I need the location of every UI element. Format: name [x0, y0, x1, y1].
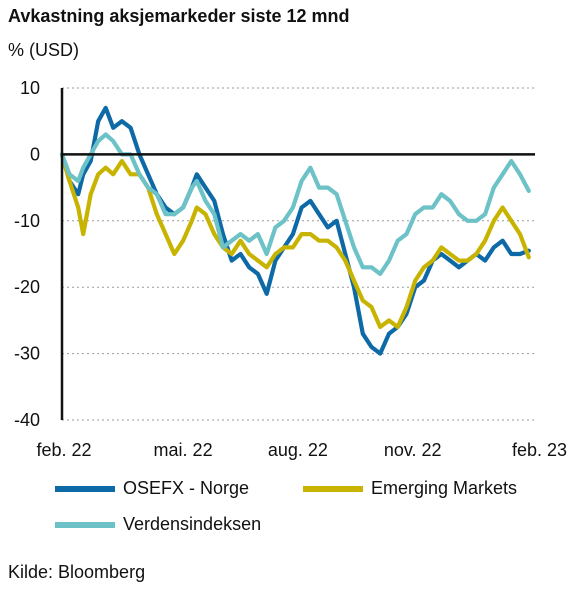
series-line-0 — [59, 105, 531, 356]
axes — [60, 88, 535, 420]
x-tick-label: aug. 22 — [268, 440, 328, 460]
series-line-2 — [59, 132, 531, 276]
x-tick-label: feb. 23 — [512, 440, 567, 460]
x-tick-label: nov. 22 — [384, 440, 442, 460]
source-note: Kilde: Bloomberg — [8, 562, 146, 582]
y-tick-label: -10 — [14, 211, 40, 231]
tick-labels: 10 0 -10 -20 -30 -40 feb. 22 mai. 22 aug. 22 nov.… — [14, 78, 567, 460]
series-lines — [59, 105, 531, 356]
y-tick-label: 0 — [30, 144, 40, 164]
series-line-1 — [59, 152, 531, 330]
x-tick-label: feb. 22 — [36, 440, 91, 460]
chart-title: Avkastning aksjemarkeder siste 12 mnd — [8, 6, 350, 26]
y-tick-label: 10 — [20, 78, 40, 98]
y-tick-label: -40 — [14, 410, 40, 430]
y-tick-label: -30 — [14, 344, 40, 364]
y-axis-unit-label: % (USD) — [8, 40, 79, 60]
x-tick-label: mai. 22 — [154, 440, 213, 460]
y-tick-label: -20 — [14, 277, 40, 297]
